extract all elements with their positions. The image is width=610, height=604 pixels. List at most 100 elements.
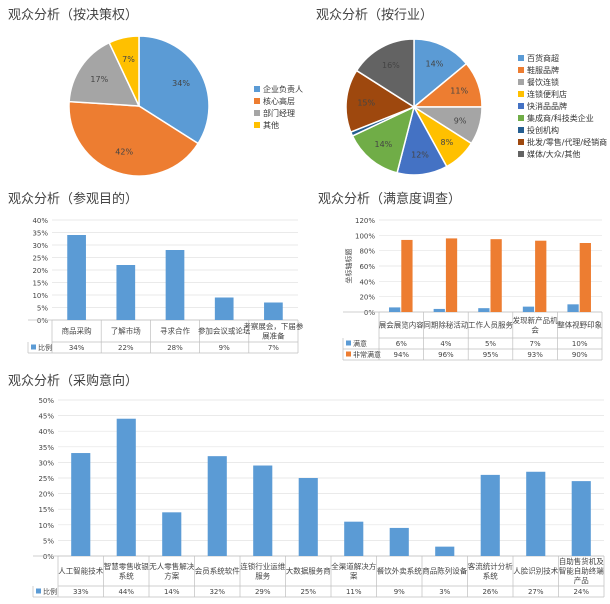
bar (264, 302, 283, 320)
legend-label: 集成商/科技类企业 (527, 113, 594, 123)
bar (253, 465, 273, 556)
bar (579, 243, 591, 312)
category-label: 人脸识别技术 (513, 566, 558, 576)
data-label: 32% (209, 588, 225, 596)
legend-item: 投创机构 (518, 124, 607, 136)
data-label: 9% (454, 116, 467, 125)
legend-swatch (36, 588, 41, 594)
category-label: 商品采购 (62, 326, 92, 336)
pie-slice-2 (68, 41, 141, 107)
data-label: 90% (572, 351, 588, 359)
bar (535, 240, 547, 312)
category-label: 考察展会，下届参展准备 (243, 321, 303, 341)
data-label: 11% (346, 588, 362, 596)
legend-label: 企业负责人 (263, 84, 303, 94)
bar (567, 304, 579, 312)
bar (522, 306, 535, 312)
y-tick-label: 5% (43, 537, 54, 545)
data-label: 7% (268, 344, 279, 352)
y-tick-label: 20% (38, 491, 54, 499)
data-label: 28% (167, 344, 183, 352)
y-tick-label: 10% (38, 522, 54, 530)
data-label: 42% (115, 148, 133, 157)
bar (116, 265, 136, 320)
data-label: 14% (375, 140, 393, 149)
bar (162, 512, 182, 556)
data-label: 16% (382, 61, 400, 70)
legend-swatch (346, 351, 351, 357)
data-label: 24% (573, 588, 589, 596)
bar (344, 521, 364, 556)
bar-chart-purpose: 0% 5% 10% 15% 20% 25% 30% 35% 40% 商品采购 了解市场 寻求合作 参加会… (27, 217, 304, 354)
data-label: 12% (411, 151, 429, 160)
data-label: 96% (438, 351, 454, 359)
legend-swatch (254, 98, 260, 104)
data-label: 4% (440, 340, 451, 348)
legend-swatch (518, 91, 524, 97)
chart-title: 观众分析（采购意向） (8, 374, 139, 389)
y-tick-label: 0% (37, 317, 48, 325)
bar (433, 308, 445, 312)
legend: 百货商超 鞋服品牌 餐饮连锁 连锁便利店 快消品品牌 集成商/科技类企业 投创机构 批发/零售… (518, 52, 607, 160)
data-label: 15% (357, 98, 375, 107)
data-label: 7% (122, 55, 135, 64)
legend-swatch (518, 139, 524, 145)
y-tick-label: 30% (32, 242, 48, 250)
data-label: 34% (172, 79, 190, 88)
category-label: 自助售货机及智能自助终端产品 (559, 556, 604, 585)
y-tick-label: 20% (32, 267, 48, 275)
y-tick-label: 15% (38, 506, 54, 514)
y-tick-label: 35% (32, 230, 48, 238)
legend-label: 媒体/大众/其他 (527, 149, 581, 159)
data-label: 9% (219, 344, 230, 352)
legend-label: 其他 (263, 120, 279, 130)
y-tick-label: 25% (32, 255, 48, 263)
category-label: 商品陈列设备 (422, 566, 467, 576)
y-tick-label: 35% (38, 444, 54, 452)
legend-item: 集成商/科技类企业 (518, 112, 607, 124)
category-label: 整体视野印象 (557, 320, 602, 330)
y-tick-label: 15% (32, 280, 48, 288)
chart-title: 观众分析（按决策权） (8, 8, 139, 23)
data-label: 26% (482, 588, 498, 596)
y-tick-label: 10% (32, 292, 48, 300)
legend-label: 连锁便利店 (527, 89, 567, 99)
pie-chart-decision: 34% 42% 17% 7% (68, 35, 210, 177)
y-tick-label: 40% (32, 217, 48, 225)
y-tick-label: 45% (38, 413, 54, 421)
data-label: 5% (485, 340, 496, 348)
legend-swatch (518, 79, 524, 85)
data-label: 3% (439, 588, 450, 596)
legend-label: 餐饮连锁 (527, 77, 559, 87)
category-label: 餐饮外卖系统 (377, 566, 422, 576)
series-name: 比例 (38, 343, 52, 352)
bar (571, 481, 591, 556)
category-label: 人工智能技术 (58, 566, 103, 576)
series-name: 满意 (353, 339, 367, 348)
pie-slice-0 (413, 38, 468, 109)
y-tick-label: 0% (364, 309, 375, 317)
legend-item: 餐饮连锁 (518, 76, 607, 88)
bar (298, 478, 318, 556)
chart-title: 观众分析（满意度调查） (318, 192, 462, 207)
data-label: 14% (426, 60, 444, 69)
legend-swatch (518, 55, 524, 61)
legend-swatch (346, 340, 351, 346)
data-label: 25% (300, 588, 316, 596)
category-label: 客流统计分析系统 (468, 561, 513, 581)
data-label: 34% (69, 344, 85, 352)
bar (401, 239, 413, 312)
legend: 企业负责人 核心高层 部门经理 其他 (254, 83, 303, 131)
legend-swatch (254, 122, 260, 128)
category-label: 智慧零售收银系统 (104, 561, 149, 581)
y-tick-label: 100% (355, 232, 375, 240)
legend-label: 快消品品牌 (527, 101, 567, 111)
legend-item: 快消品品牌 (518, 100, 607, 112)
bar (207, 456, 227, 556)
data-label: 33% (73, 588, 89, 596)
legend-swatch (31, 344, 36, 350)
bar (480, 474, 500, 556)
data-label: 10% (572, 340, 588, 348)
legend-swatch (254, 110, 260, 116)
category-label: 连锁行业运维服务 (240, 561, 285, 581)
